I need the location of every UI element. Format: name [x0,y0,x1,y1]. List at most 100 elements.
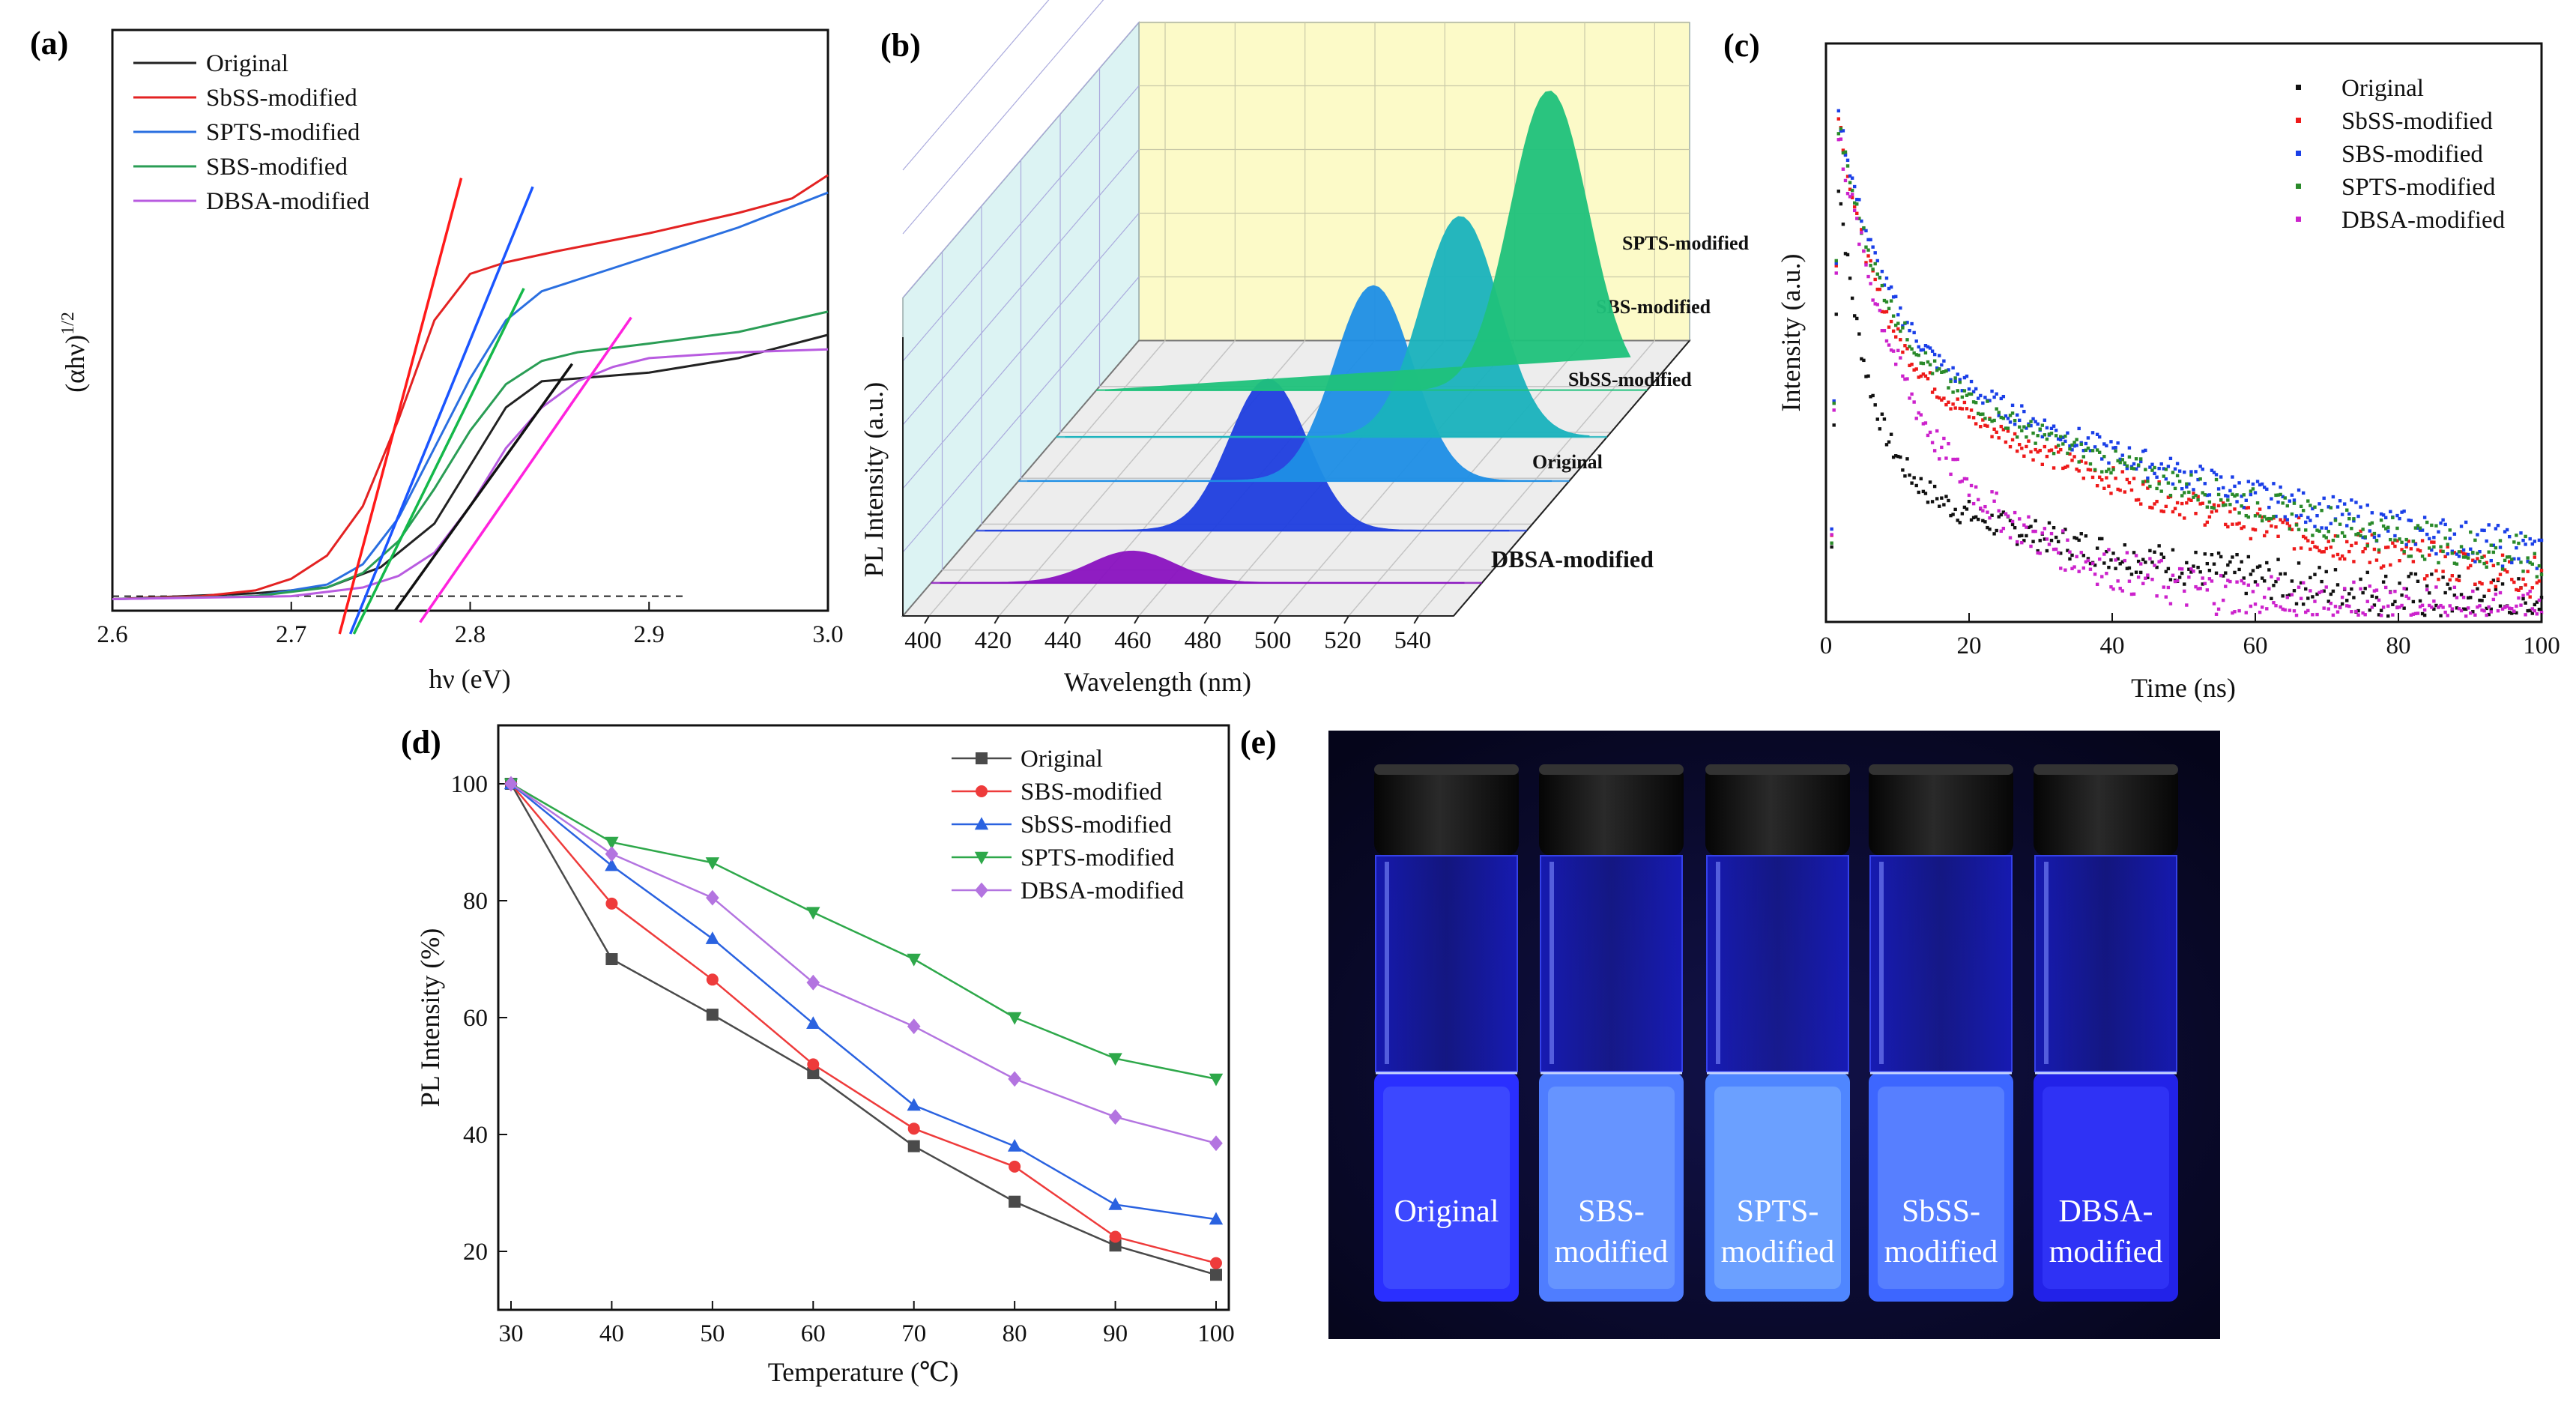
c-point [2368,584,2371,588]
c-point [2183,516,2186,520]
c-point [1942,396,1946,400]
c-point [1914,339,1918,343]
c-point [1880,309,1884,314]
c-point [1951,390,1955,394]
c-point [1942,369,1946,374]
c-point [2043,537,2047,541]
panel-b-ylabel: PL Intensity (a.u.) [859,382,889,578]
c-point [1891,349,1896,353]
c-point [2457,607,2461,611]
d-series-line [510,783,1217,1276]
c-point [1969,408,1974,412]
c-point [1921,489,1926,494]
c-point [1919,374,1923,378]
c-point [2036,450,2040,454]
d-marker-triangle-up [1108,1197,1122,1210]
c-point [1986,424,1989,428]
c-point [1850,176,1854,180]
d-marker-square [605,953,618,965]
c-point [2219,475,2223,479]
c-point [2205,561,2210,566]
c-point [1926,345,1930,349]
c-point [1949,472,1953,477]
c-point [2537,598,2542,602]
c-point [2413,611,2418,616]
c-point [2290,493,2294,497]
c-point [1969,483,1974,488]
c-point [2496,562,2500,566]
c-point [2150,561,2154,564]
c-point [2432,545,2436,549]
c-point [2422,613,2427,617]
c-point [2244,611,2248,614]
c-point [2224,494,2228,498]
d-xtick-label: 90 [1103,1320,1128,1347]
c-point [2244,591,2248,596]
c-point [2084,441,2088,446]
c-point [2020,447,2024,450]
c-point [2102,442,2106,446]
a-series-sbss-modified [112,174,829,600]
c-point [2324,536,2328,540]
b-series-label: SbSS-modified [1568,369,1692,390]
c-point [2450,549,2455,553]
a-legend-label: SPTS-modified [206,119,360,146]
c-point [2510,578,2514,581]
c-point [2279,492,2282,497]
c-point [2242,576,2246,580]
c-point [2345,540,2349,544]
c-point [2155,565,2159,569]
c-point [2198,477,2202,481]
c-point [1995,491,1998,495]
c-xtick-label: 80 [2386,632,2411,659]
c-point [1940,363,1944,367]
vial-glass-highlight [2044,862,2049,1064]
c-point [2272,584,2276,587]
c-point [2503,558,2507,563]
c-point [1899,329,1902,333]
c-point [2246,480,2251,483]
c-point [2517,588,2521,592]
c-point [1884,277,1889,280]
c-point [2105,469,2108,474]
c-point [1974,485,1978,489]
c-point [2313,545,2317,549]
c-point [1891,314,1896,318]
panel-b-xlabel: Wavelength (nm) [1064,667,1251,697]
c-point [2292,589,2297,593]
c-point [2001,394,2006,399]
c-legend-swatch [2296,151,2301,156]
c-point [1843,178,1848,183]
c-point [2139,459,2143,464]
c-point [2242,506,2246,510]
c-point [1896,454,1900,459]
c-point [1860,231,1863,235]
c-point [2244,506,2248,510]
c-point [2304,610,2308,614]
c-point [2171,510,2175,514]
c-point [2485,613,2488,617]
d-legend-label: SPTS-modified [1021,844,1175,871]
c-point [2233,610,2237,614]
c-point [2359,505,2362,509]
c-point [2095,448,2099,452]
c-point [2318,590,2321,595]
c-point [2043,444,2047,449]
c-point [1887,306,1891,310]
c-point [2144,561,2147,564]
c-point [1910,481,1914,485]
c-point [2498,572,2503,576]
c-point [2285,596,2289,599]
vials: Original SBS-modifiedSPTS-modifiedSbSS-mo… [1374,764,2178,1302]
c-point [2526,556,2530,560]
c-point [2063,568,2067,572]
d-marker-triangle-down [806,907,820,920]
panel-a-letter: (a) [30,25,68,61]
c-point [2304,536,2308,540]
c-point [2432,599,2436,603]
c-point [2045,437,2049,441]
c-point [2059,566,2063,570]
c-point [1960,512,1965,516]
c-point [2222,598,2225,602]
c-point [1857,242,1861,247]
